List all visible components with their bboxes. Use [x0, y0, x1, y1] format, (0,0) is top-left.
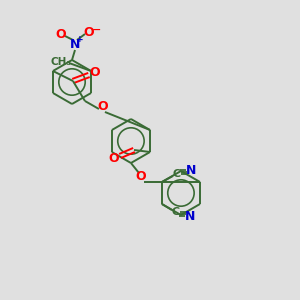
Text: CH₃: CH₃: [51, 57, 72, 67]
Text: N: N: [185, 209, 195, 223]
Text: O: O: [98, 100, 108, 112]
Text: N: N: [70, 38, 80, 50]
Text: C: C: [173, 169, 181, 179]
Text: O: O: [109, 152, 119, 164]
Text: O: O: [56, 28, 66, 40]
Text: N: N: [186, 164, 196, 176]
Text: O: O: [136, 170, 146, 184]
Text: +: +: [76, 34, 84, 43]
Text: O: O: [90, 67, 100, 80]
Text: −: −: [92, 25, 102, 35]
Text: O: O: [84, 26, 94, 38]
Text: C: C: [172, 207, 180, 217]
